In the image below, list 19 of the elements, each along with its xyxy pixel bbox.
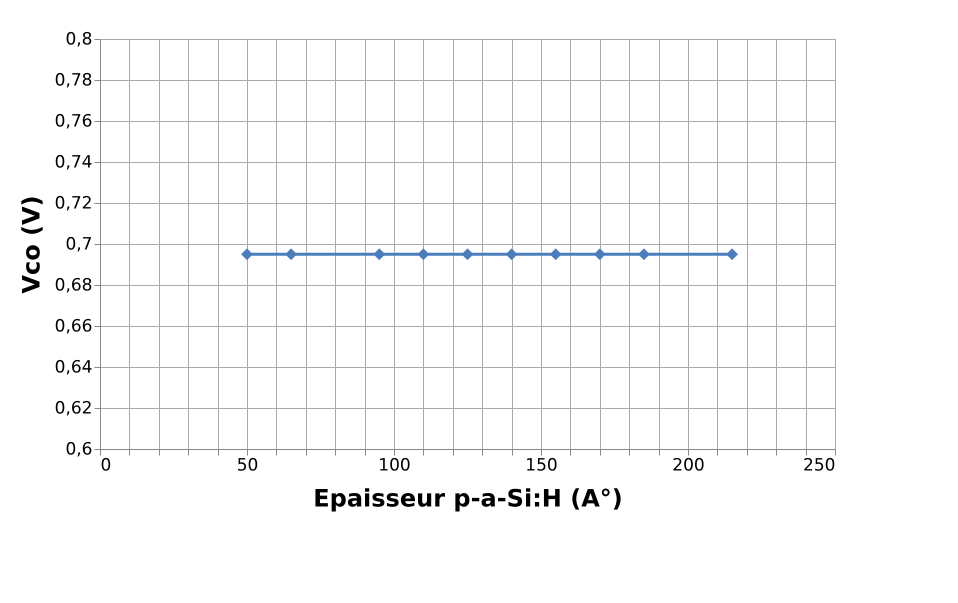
y-tick-label: 0,76	[54, 112, 92, 132]
x-tick-label: 200	[672, 456, 705, 476]
x-tick-label: 0	[100, 456, 112, 476]
x-tick-label: 150	[525, 456, 558, 476]
y-tick-label: 0,78	[54, 70, 92, 90]
y-tick-label: 0,68	[54, 276, 92, 296]
x-tick-label: 100	[378, 456, 411, 476]
y-tick-label: 0,64	[54, 358, 92, 378]
y-axis-title: Vco (V)	[18, 195, 46, 294]
y-tick-label: 0,6	[65, 440, 92, 460]
y-tick-label: 0,66	[54, 316, 92, 336]
y-tick-label: 0,62	[54, 398, 92, 418]
y-tick-label: 0,74	[54, 152, 92, 172]
y-tick-label: 0,8	[65, 30, 92, 50]
y-tick-label: 0,72	[54, 194, 92, 214]
x-tick-label: 250	[803, 456, 836, 476]
x-tick-label: 50	[236, 456, 258, 476]
y-tick-label: 0,7	[65, 234, 92, 254]
x-axis-title: Epaisseur p-a-Si:H (A°)	[313, 484, 623, 512]
